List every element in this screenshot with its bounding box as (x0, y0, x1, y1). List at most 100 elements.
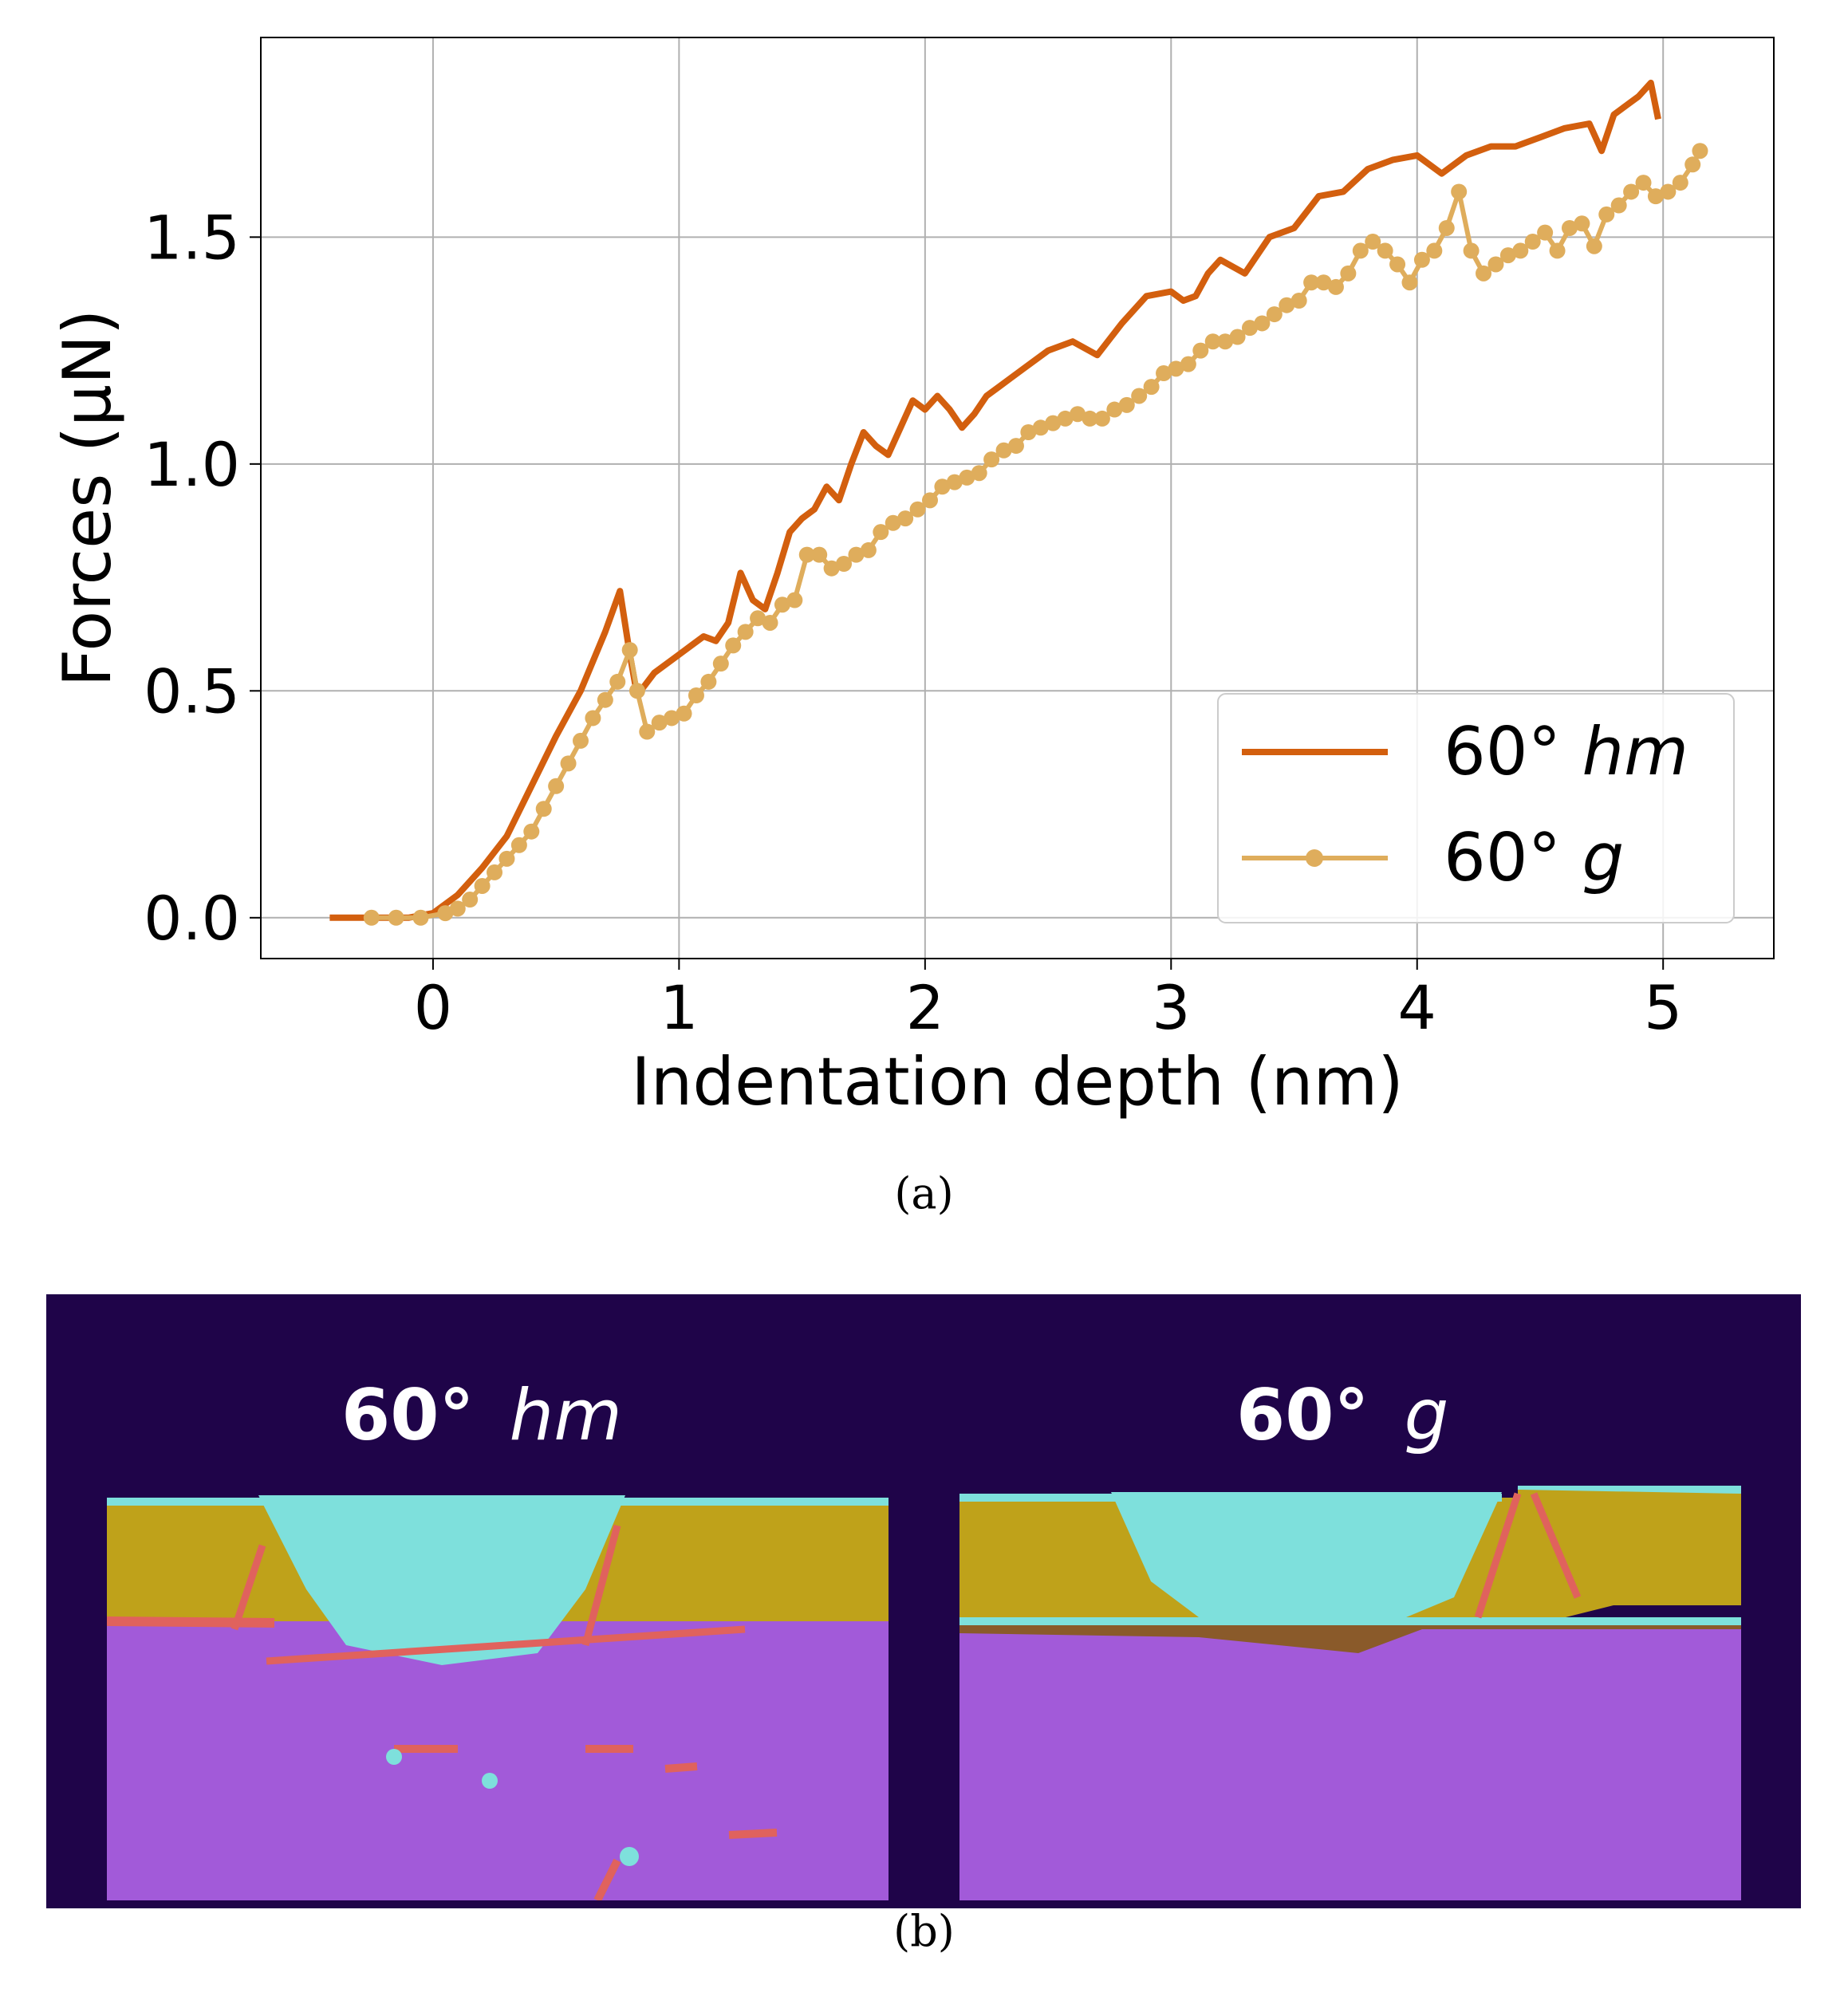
title-angle: 60° (341, 1374, 475, 1456)
data-point (535, 801, 552, 817)
data-point (412, 909, 429, 926)
data-point (487, 864, 503, 880)
defect-line (1530, 1492, 1582, 1599)
data-point (774, 597, 790, 613)
data-point (1352, 242, 1369, 259)
data-point (836, 556, 853, 572)
data-point (1574, 215, 1590, 232)
defect-line (1474, 1492, 1522, 1619)
data-point (786, 592, 803, 608)
substrate-region (959, 1629, 1741, 1900)
data-point (1549, 242, 1566, 259)
data-point (597, 691, 613, 708)
data-point (1647, 188, 1664, 205)
data-point (523, 823, 540, 840)
data-point (909, 501, 926, 518)
data-point (628, 683, 645, 699)
data-point (1266, 306, 1283, 323)
data-point (609, 673, 626, 690)
data-point (700, 673, 717, 690)
atomistic-snapshot-hm (107, 1495, 889, 1900)
x-tick-label: 0 (414, 972, 452, 1043)
x-axis-label: Indentation depth (nm) (631, 1043, 1403, 1120)
data-point (1635, 175, 1652, 191)
simulation-panel: 60° hm 60° g (46, 1294, 1801, 1908)
data-point (873, 524, 889, 541)
data-point (1192, 342, 1209, 359)
data-point (621, 642, 638, 659)
data-point (474, 877, 491, 894)
caption-b: (b) (893, 1906, 955, 1956)
data-point (1340, 265, 1357, 282)
data-point (651, 715, 668, 731)
data-point (1660, 183, 1677, 200)
data-point (1476, 265, 1492, 282)
data-point (946, 474, 963, 490)
defect-line (593, 1858, 621, 1900)
defect-cluster (386, 1749, 402, 1765)
data-point (664, 710, 680, 726)
data-point (1093, 410, 1110, 427)
data-point (1586, 238, 1602, 254)
data-point (1070, 406, 1086, 423)
data-point (1537, 224, 1554, 241)
defect-line (728, 1829, 778, 1839)
data-point (1327, 278, 1344, 295)
data-point (1229, 329, 1246, 345)
indenter-imprint (258, 1495, 625, 1665)
data-point (959, 469, 975, 486)
data-point (510, 837, 527, 853)
data-point (798, 546, 815, 563)
data-point (548, 778, 565, 794)
data-point (498, 850, 515, 867)
defect-line (581, 1524, 621, 1647)
data-point (1082, 410, 1098, 427)
data-point (885, 514, 901, 531)
chart-series (329, 79, 1708, 926)
data-point (1524, 234, 1541, 250)
defect-line (266, 1625, 746, 1665)
data-point (1156, 365, 1172, 382)
legend-label: 60° hm (1444, 713, 1688, 790)
data-point (1389, 256, 1406, 273)
data-point (639, 723, 656, 740)
data-point (688, 687, 704, 703)
caption-a: (a) (894, 1168, 954, 1219)
data-point (585, 710, 601, 726)
x-tick-label: 3 (1152, 972, 1190, 1043)
defect-cluster (482, 1773, 498, 1789)
data-point (1451, 183, 1468, 200)
x-tick-label: 5 (1644, 972, 1682, 1043)
data-point (1684, 156, 1701, 173)
data-point (1365, 234, 1381, 250)
data-point (860, 541, 877, 558)
data-point (921, 492, 938, 509)
legend-marker (1306, 849, 1323, 867)
data-point (572, 732, 589, 749)
data-point (1413, 251, 1430, 268)
data-point (848, 546, 865, 563)
data-point (1303, 274, 1320, 291)
data-point (1204, 333, 1221, 350)
data-point (1020, 424, 1037, 440)
data-point (1672, 175, 1688, 191)
data-point (1561, 219, 1578, 236)
data-point (762, 614, 778, 631)
legend-label: 60° g (1444, 819, 1624, 896)
data-point (1377, 242, 1393, 259)
data-point (1610, 197, 1627, 214)
x-tick-label: 4 (1398, 972, 1436, 1043)
data-point (1623, 183, 1640, 200)
defect-cluster (620, 1847, 639, 1866)
simulation-title-hm: 60° hm (341, 1374, 622, 1456)
data-point (1254, 315, 1271, 332)
data-point (811, 546, 828, 563)
data-point (388, 909, 404, 926)
defect-line (107, 1616, 275, 1628)
series-g (363, 143, 1708, 926)
data-point (1401, 274, 1418, 291)
plot-frame (260, 37, 1775, 959)
title-variant: g (1404, 1374, 1449, 1456)
data-point (1131, 388, 1148, 404)
data-point (1168, 360, 1184, 377)
